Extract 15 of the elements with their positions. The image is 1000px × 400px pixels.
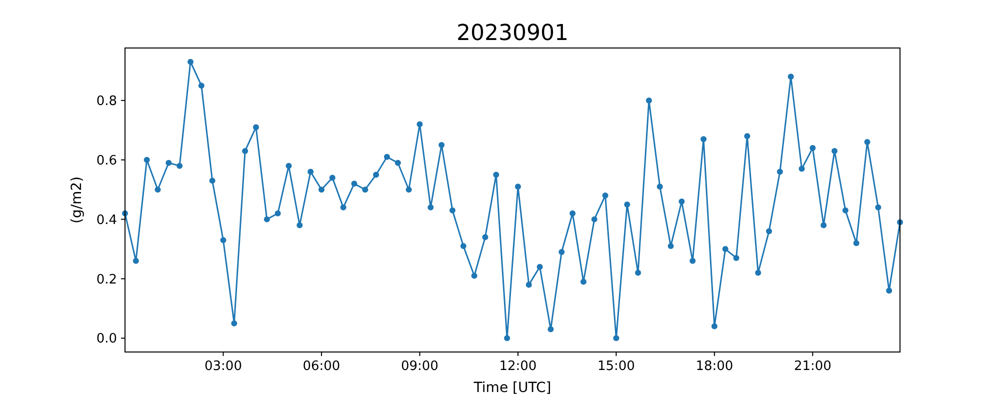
x-tick-label: 18:00 bbox=[696, 359, 734, 374]
y-tick-label: 0.8 bbox=[96, 94, 117, 109]
x-tick-label: 03:00 bbox=[204, 359, 242, 374]
x-tick-label: 09:00 bbox=[400, 359, 438, 374]
x-tick-label: 06:00 bbox=[302, 359, 340, 374]
y-tick-label: 0.0 bbox=[96, 332, 117, 347]
y-axis-title: (g/m2) bbox=[69, 176, 85, 224]
chart-title: 20230901 bbox=[456, 21, 568, 46]
x-tick-label: 21:00 bbox=[794, 359, 832, 374]
y-tick-label: 0.2 bbox=[96, 272, 117, 288]
x-tick-label: 12:00 bbox=[499, 359, 537, 374]
x-axis-title: Time [UTC] bbox=[472, 380, 552, 396]
x-tick-label: 15:00 bbox=[597, 359, 635, 374]
y-tick-label: 0.6 bbox=[96, 153, 117, 168]
y-tick-label: 0.4 bbox=[96, 212, 117, 228]
